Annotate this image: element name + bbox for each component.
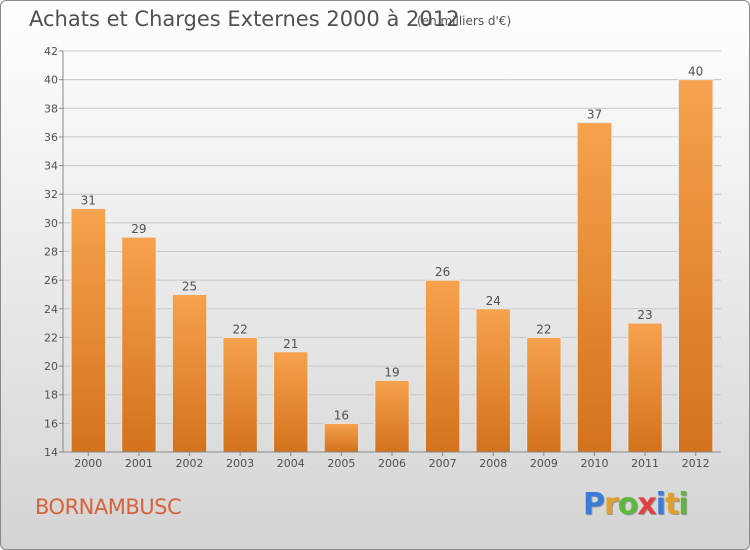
bar [222,336,258,453]
bar [475,308,511,453]
x-tick-label: 2009 [530,457,558,470]
data-label: 29 [131,222,146,236]
y-tick-label: 14 [44,446,58,459]
bar [70,208,107,453]
data-label: 22 [536,322,551,336]
data-label: 24 [486,294,501,308]
data-label: 16 [334,408,349,422]
y-tick-label: 42 [44,45,58,58]
logo-letter: x [637,487,656,522]
data-label: 31 [81,194,96,208]
place-name: BORNAMBUSC [35,495,182,519]
x-tick-label: 2012 [682,457,710,470]
y-tick-label: 26 [44,274,58,287]
bar [171,293,208,453]
x-tick-label: 2004 [277,457,305,470]
data-label: 40 [688,65,703,79]
bar [323,422,360,453]
bar [424,279,461,453]
x-tick-label: 2006 [378,457,406,470]
bar [374,379,410,453]
y-tick-label: 16 [44,417,58,430]
y-tick-label: 18 [44,389,58,402]
x-tick-label: 2003 [226,457,254,470]
x-tick-label: 2002 [176,457,204,470]
bar [627,322,663,453]
bars: 31 29 25 22 21 16 19 26 24 22 37 23 40 [70,65,714,453]
axes: 14 16 18 20 22 24 26 28 30 32 34 36 38 40 42 2000 2001 20… [44,45,721,470]
data-label: 22 [233,322,248,336]
bar [526,336,562,453]
data-label: 19 [384,365,399,379]
y-tick-label: 32 [44,188,58,201]
data-label: 23 [637,308,652,322]
bar [576,122,613,453]
data-label: 21 [283,337,298,351]
y-tick-label: 22 [44,331,58,344]
logo-letter: i [678,487,688,522]
x-tick-label: 2007 [429,457,457,470]
y-tick-label: 38 [44,102,58,115]
x-tick-label: 2011 [631,457,659,470]
proxiti-logo[interactable]: Proxiti [583,487,689,522]
data-label: 26 [435,265,450,279]
y-tick-label: 30 [44,217,58,230]
bar [677,79,714,453]
data-label: 25 [182,279,197,293]
x-tick-label: 2010 [580,457,608,470]
y-tick-label: 34 [44,160,58,173]
x-tick-label: 2001 [125,457,153,470]
chart-subtitle: (en milliers d'€) [417,14,512,28]
y-tick-label: 24 [44,303,58,316]
y-tick-label: 20 [44,360,58,373]
x-tick-label: 2005 [327,457,355,470]
data-label: 37 [587,108,602,122]
x-tick-label: 2008 [479,457,507,470]
logo-letter: i [655,487,666,522]
logo-letter: t [665,487,679,522]
bar [273,351,309,453]
chart-title: Achats et Charges Externes 2000 à 2012 [29,7,460,31]
x-tick-label: 2000 [74,457,102,470]
logo-letter: P [583,487,605,522]
y-tick-label: 36 [44,131,58,144]
y-tick-label: 40 [44,74,58,87]
logo-letter: o [617,487,639,522]
logo-letter: r [604,487,619,522]
bar [121,236,157,453]
y-tick-label: 28 [44,246,58,259]
